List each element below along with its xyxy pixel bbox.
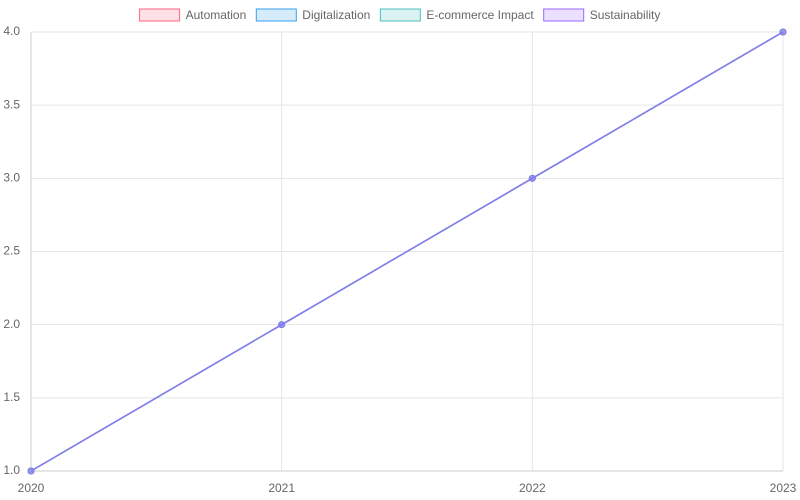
y-tick-label: 2.5 [3,244,20,258]
legend-label: Digitalization [302,8,370,22]
legend-swatch [543,8,585,22]
y-tick-label: 1.0 [3,463,20,477]
y-tick-label: 2.0 [3,317,20,331]
x-tick-label: 2021 [268,481,295,495]
y-tick-label: 4.0 [3,24,20,38]
legend-label: Automation [186,8,247,22]
x-tick-label: 2020 [18,481,45,495]
y-tick-label: 1.5 [3,390,20,404]
y-tick-label: 3.0 [3,171,20,185]
legend-label: E-commerce Impact [426,8,534,22]
legend-swatch [255,8,297,22]
x-tick-label: 2022 [519,481,546,495]
series-line [30,31,784,472]
legend-swatch [379,8,421,22]
y-tick-label: 3.5 [3,97,20,111]
data-point [528,174,536,182]
data-point [779,28,787,36]
legend-label: Sustainability [590,8,661,22]
data-point [27,467,35,475]
x-tick-label: 2023 [770,481,797,495]
data-point [278,321,286,329]
legend-swatch [139,8,181,22]
